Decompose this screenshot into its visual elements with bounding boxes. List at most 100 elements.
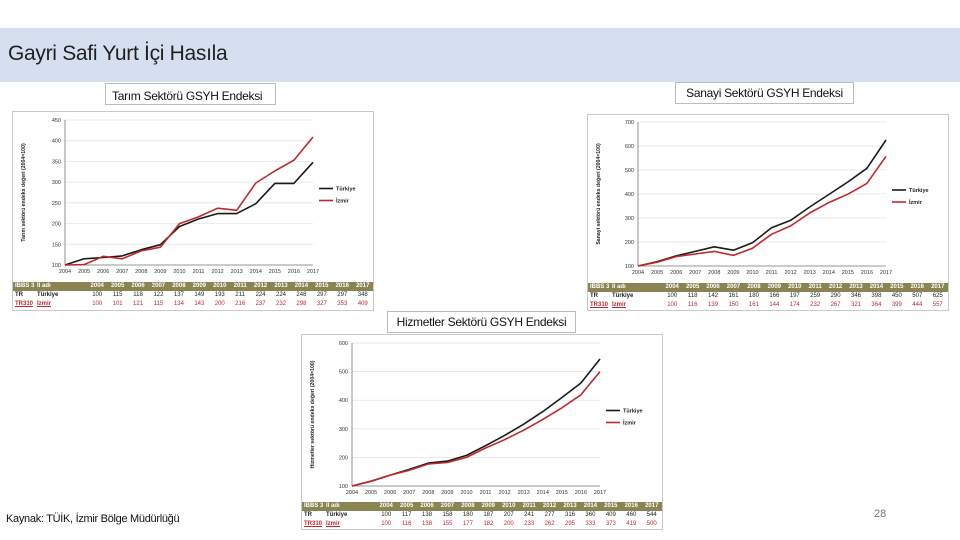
table-cell: 161 <box>748 302 759 308</box>
chart-panel-sanayi: 100 200 300 400 500 600 700 2004 2005 2006 2007 200… <box>587 114 949 311</box>
table-cell: 2006 <box>702 283 724 292</box>
table-cell: 2016 <box>907 283 928 292</box>
table-cell: 2017 <box>927 283 948 292</box>
table-cell: 2015 <box>886 283 908 292</box>
x-tick-label: 2009 <box>727 270 739 276</box>
series-line-izmir <box>637 155 887 267</box>
table-cell: 138 <box>422 512 433 518</box>
table-cell: 2004 <box>662 283 683 292</box>
x-tick-label: 2005 <box>78 269 90 275</box>
table-cell: 2010 <box>209 282 230 291</box>
table-cell: 327 <box>316 301 327 307</box>
table-cell: 295 <box>565 521 576 527</box>
table-cell: 2017 <box>352 282 373 291</box>
table-header-row: İBBS 3 İl adı 2004 2005 2006 2007 2008 2009 2010… <box>13 282 373 291</box>
table-cell: 180 <box>462 512 473 518</box>
table-cell: 101 <box>112 301 123 307</box>
table-cell: 158 <box>442 512 453 518</box>
table-cell: 197 <box>789 293 800 299</box>
x-tick-label: 2004 <box>59 269 71 275</box>
table-cell: 444 <box>912 302 923 308</box>
table-cell: 2014 <box>580 502 601 511</box>
y-tick-label: 200 <box>339 455 348 461</box>
table-cell: 460 <box>626 512 637 518</box>
x-tick-label: 2011 <box>766 270 778 276</box>
legend-label: İzmir <box>623 420 637 427</box>
x-tick-label: 2007 <box>403 490 415 496</box>
table-cell: 321 <box>851 302 862 308</box>
table-cell: 2013 <box>559 502 581 511</box>
x-tick-label: 2008 <box>135 269 147 275</box>
table-cell: 100 <box>381 512 392 518</box>
table-cell: 2009 <box>478 502 499 511</box>
x-tick-label: 2011 <box>193 269 205 275</box>
y-tick-label: 200 <box>625 240 634 246</box>
x-tick-label: 2017 <box>307 269 319 275</box>
page-number: 28 <box>874 508 887 520</box>
table-cell: 116 <box>401 521 412 527</box>
table-cell: İl adı <box>326 502 376 511</box>
x-tick-label: 2006 <box>670 270 682 276</box>
table-cell: 353 <box>337 301 348 307</box>
table-cell: 118 <box>687 293 698 299</box>
table-cell: 450 <box>891 293 902 299</box>
table-cell: 121 <box>133 301 144 307</box>
legend-label: Türkiye <box>909 188 929 194</box>
y-tick-label: 350 <box>52 159 61 165</box>
y-tick-label: 400 <box>339 398 348 404</box>
table-cell: 138 <box>422 521 433 527</box>
table-cell: 297 <box>337 292 348 298</box>
table-cell: 100 <box>92 301 103 307</box>
y-tick-label: 200 <box>52 222 61 228</box>
table-cell: 115 <box>112 292 123 298</box>
table-cell: 200 <box>214 301 225 307</box>
x-tick-label: 2014 <box>537 490 549 496</box>
x-tick-label: 2009 <box>154 269 166 275</box>
table-cell: 333 <box>585 521 596 527</box>
x-tick-label: 2004 <box>346 490 358 496</box>
table-cell: 232 <box>276 301 287 307</box>
table-cell: 2015 <box>311 282 333 291</box>
table-cell: 364 <box>871 302 882 308</box>
table-cell: 207 <box>503 512 514 518</box>
table-cell: 177 <box>462 521 473 527</box>
series-line-turkiye <box>637 139 887 267</box>
y-axis-label: Sanayi sektörü endeks değeri (2004=100) <box>596 143 602 245</box>
table-cell: 117 <box>401 512 412 518</box>
x-tick-label: 2014 <box>250 269 262 275</box>
table-cell: 419 <box>626 521 637 527</box>
table-cell: 2012 <box>825 283 846 292</box>
table-cell: 2007 <box>723 283 744 292</box>
caption-sanayi: Sanayi Sektörü GSYH Endeksi <box>675 82 854 104</box>
table-cell: İBBS 3 <box>588 283 612 292</box>
table-cell: 409 <box>605 512 616 518</box>
table-cell: 2008 <box>168 282 190 291</box>
x-tick-label: 2008 <box>708 270 720 276</box>
table-cell: 248 <box>296 292 307 298</box>
table-cell: 360 <box>585 512 596 518</box>
series-line-izmir <box>351 371 601 487</box>
y-tick-label: 100 <box>52 263 61 269</box>
data-table: İBBS 3 İl adı 2004 2005 2006 2007 2008 2009 2010… <box>588 283 948 310</box>
y-tick-label: 600 <box>625 144 634 150</box>
table-cell: 2004 <box>87 282 108 291</box>
x-tick-label: 2010 <box>173 269 185 275</box>
table-cell: 500 <box>646 521 657 527</box>
series-line-izmir <box>64 136 314 266</box>
x-tick-label: 2012 <box>211 269 223 275</box>
table-cell: İzmir <box>326 521 341 527</box>
table-cell: 298 <box>296 301 307 307</box>
table-cell: 149 <box>194 292 205 298</box>
table-cell: 2016 <box>332 282 353 291</box>
x-tick-label: 2005 <box>365 490 377 496</box>
table-cell: TR310 <box>590 302 609 308</box>
table-cell: 2005 <box>107 282 128 291</box>
x-tick-label: 2015 <box>842 270 854 276</box>
table-cell: 122 <box>153 292 164 298</box>
table-cell: 2015 <box>600 502 622 511</box>
x-tick-label: 2009 <box>441 490 453 496</box>
series-line-turkiye <box>351 358 601 487</box>
table-cell: 237 <box>255 301 266 307</box>
slide-title: Gayri Safi Yurt İçi Hasıla <box>8 42 228 65</box>
x-tick-label: 2005 <box>651 270 663 276</box>
